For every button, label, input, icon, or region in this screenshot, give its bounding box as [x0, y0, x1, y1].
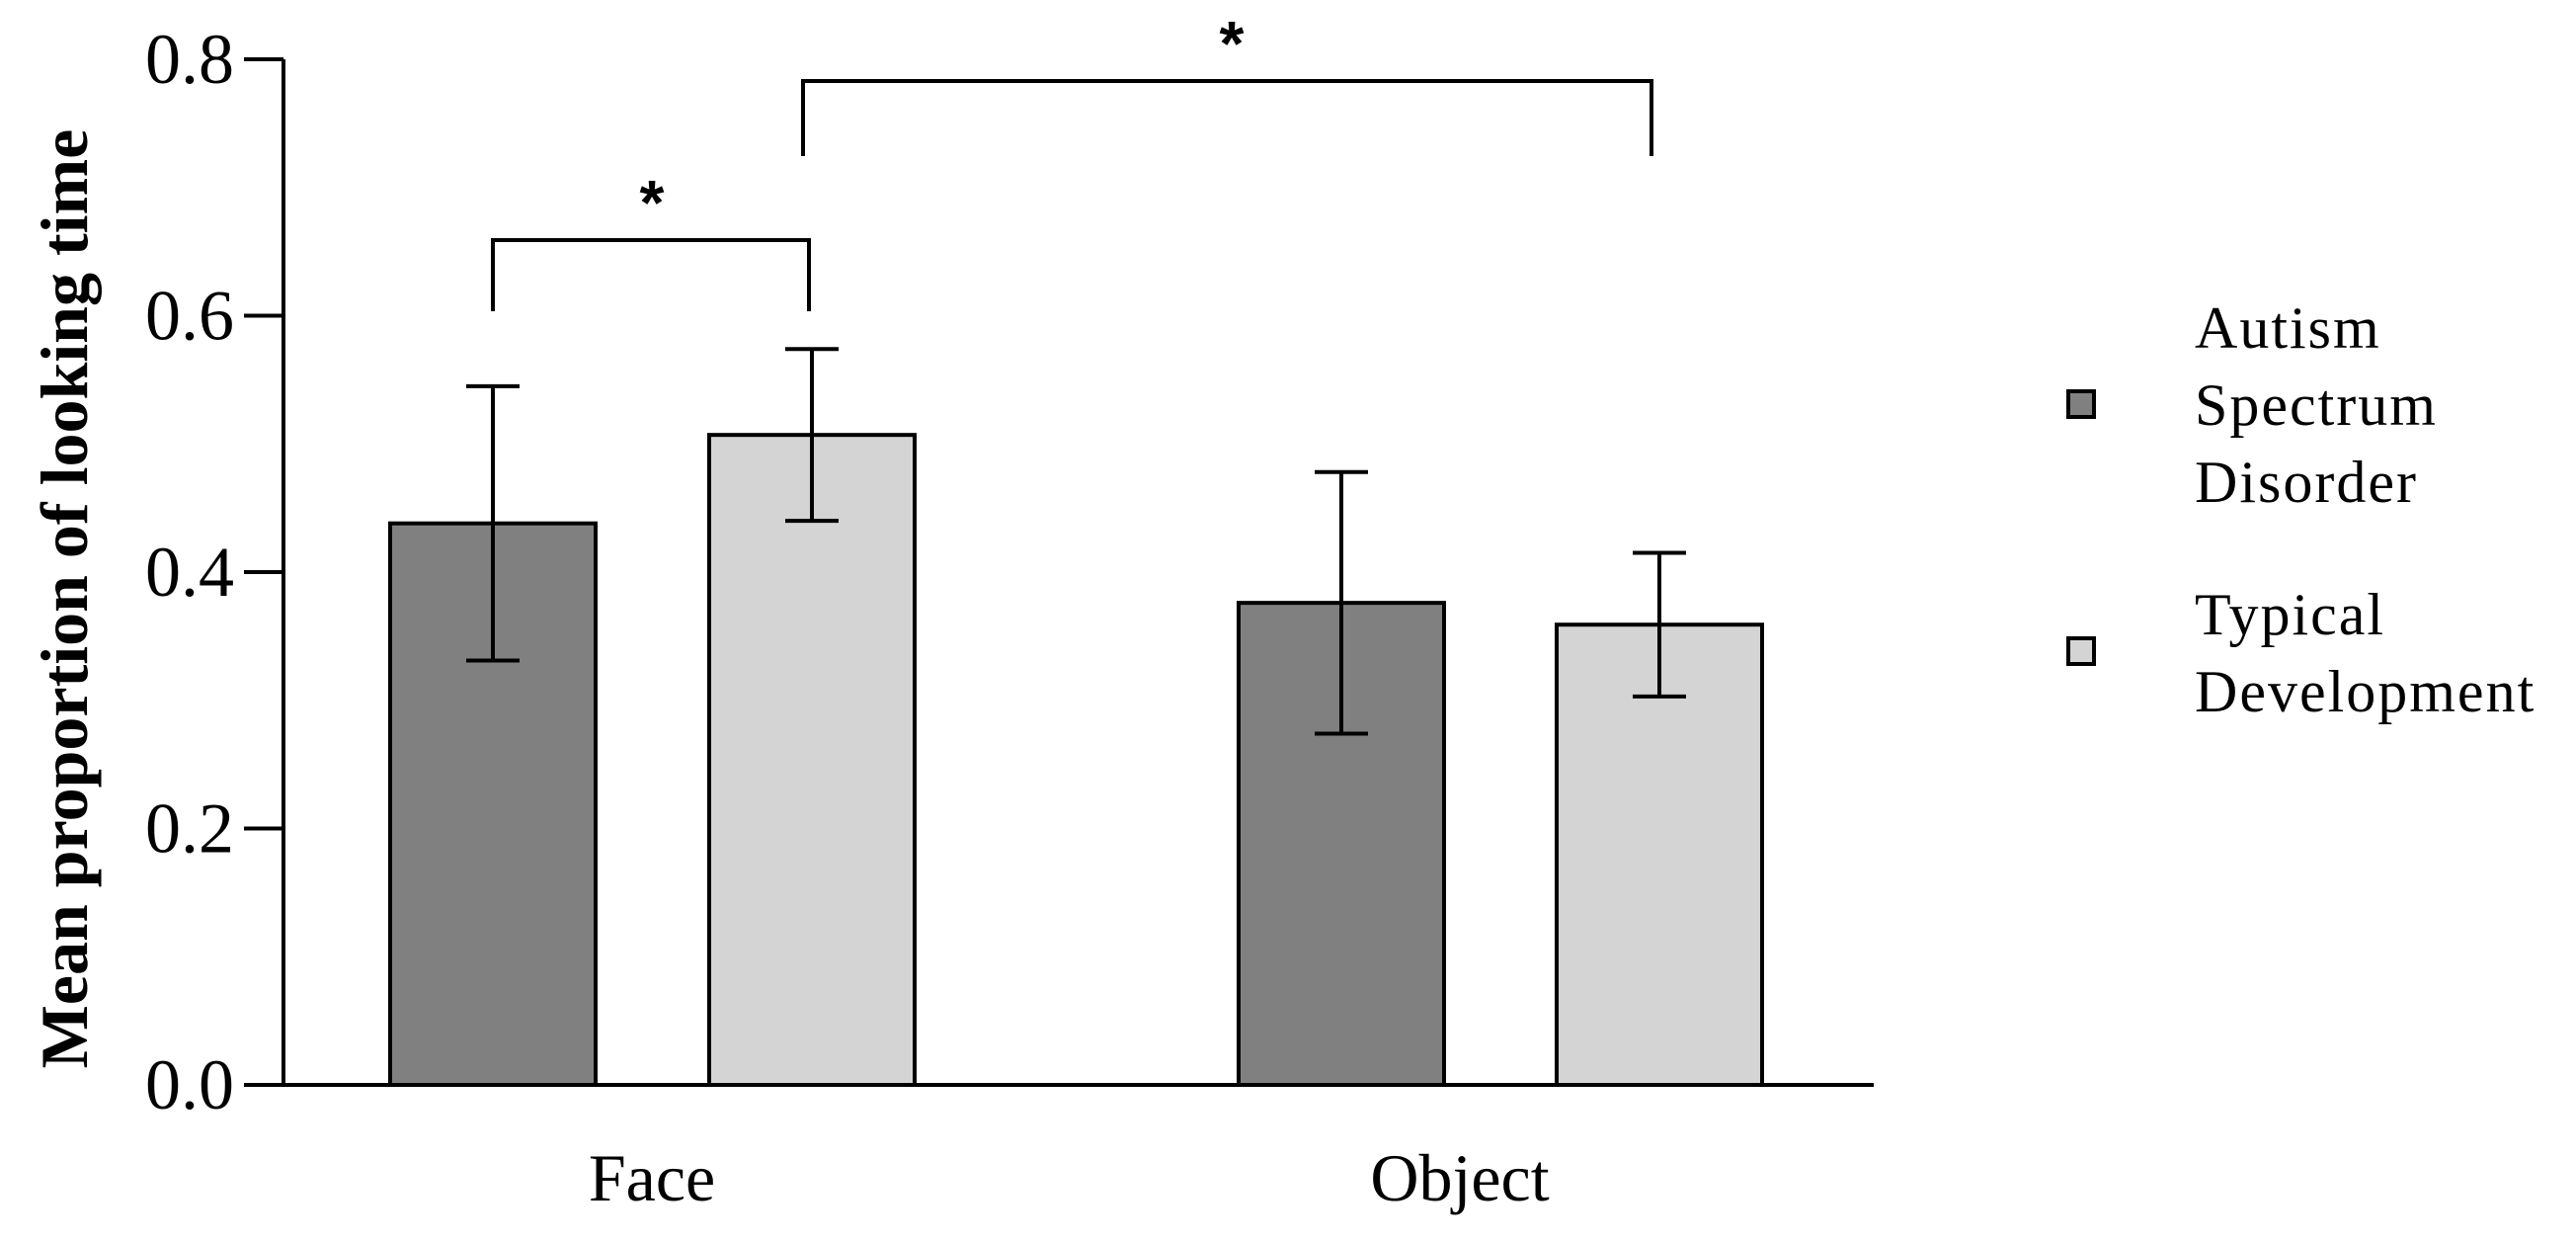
legend-marker — [2066, 636, 2096, 666]
significance-bracket — [801, 79, 1653, 156]
legend-label: Typical — [2195, 582, 2385, 647]
legend-label: Development — [2195, 659, 2536, 724]
x-category-label: Face — [589, 1140, 715, 1215]
y-tick-label: 0.4 — [145, 533, 234, 612]
bar — [707, 433, 917, 1088]
significance-bracket — [491, 238, 811, 311]
legend-label: Spectrum — [2195, 373, 2438, 438]
y-tick-label: 0.0 — [145, 1045, 234, 1124]
legend-label: Disorder — [2195, 450, 2418, 515]
significance-star: * — [640, 167, 665, 238]
y-tick-label: 0.2 — [145, 789, 234, 869]
y-tick-label: 0.6 — [145, 277, 234, 356]
significance-star: * — [1220, 8, 1245, 79]
legend-marker — [2066, 389, 2096, 419]
x-category-label: Object — [1370, 1140, 1549, 1215]
y-tick-label: 0.8 — [145, 20, 234, 99]
legend-label: Autism — [2195, 295, 2381, 361]
y-axis-title: Mean proportion of looking time — [27, 129, 102, 1069]
